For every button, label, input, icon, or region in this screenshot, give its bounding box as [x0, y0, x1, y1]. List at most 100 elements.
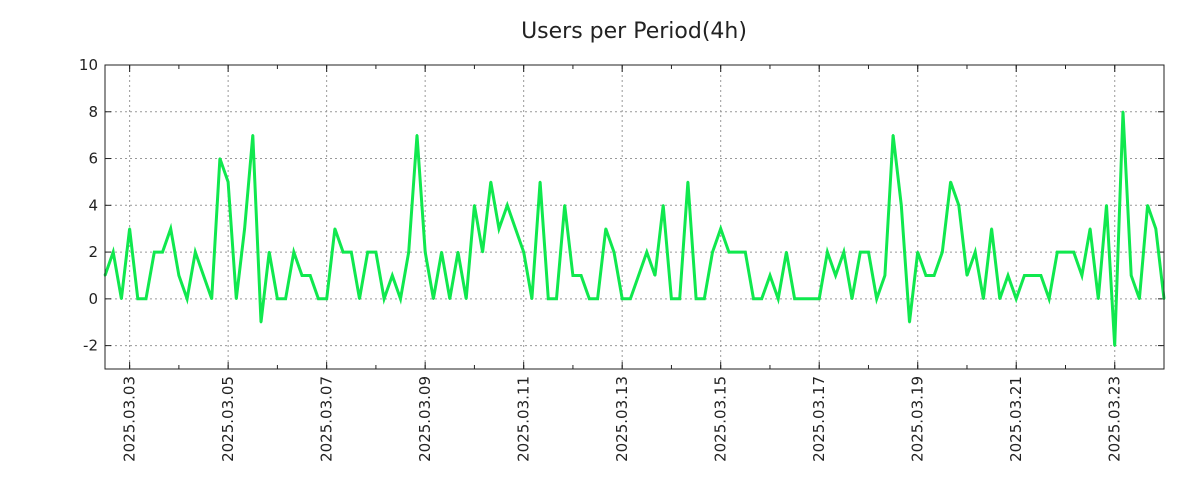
data-point — [226, 180, 230, 184]
x-tick-label: 2025.03.09 — [416, 376, 434, 462]
chart-title: Users per Period(4h) — [521, 19, 747, 44]
data-point — [177, 274, 181, 277]
data-point — [1006, 274, 1010, 277]
data-point — [645, 250, 649, 254]
data-point — [571, 274, 575, 277]
data-point — [267, 250, 271, 254]
data-point — [456, 250, 460, 254]
data-point — [465, 297, 468, 301]
data-point — [1088, 227, 1092, 230]
data-point — [210, 297, 213, 301]
data-point — [653, 274, 657, 277]
data-point — [481, 250, 484, 254]
data-point — [834, 274, 837, 277]
x-tick-label: 2025.03.05 — [219, 376, 237, 462]
data-point — [194, 250, 197, 254]
x-tick-label: 2025.03.07 — [318, 376, 336, 462]
data-point — [555, 297, 558, 301]
data-point — [875, 297, 878, 301]
x-tick-label: 2025.03.03 — [121, 376, 139, 462]
data-point — [818, 297, 821, 301]
y-tick-label: 0 — [88, 290, 98, 308]
x-tick-label: 2025.03.21 — [1007, 376, 1025, 462]
data-point — [1121, 110, 1125, 113]
data-point — [497, 227, 501, 230]
data-point — [1023, 274, 1026, 277]
data-point — [924, 274, 928, 277]
x-tick-label: 2025.03.11 — [515, 376, 533, 462]
data-point — [547, 297, 550, 301]
data-point — [317, 297, 320, 301]
data-point — [185, 297, 189, 301]
y-tick-label: 8 — [88, 103, 98, 121]
data-point — [949, 180, 952, 184]
data-point — [662, 204, 665, 207]
data-point — [202, 274, 205, 277]
data-point — [415, 133, 419, 137]
data-point — [120, 297, 123, 301]
data-point — [850, 297, 854, 301]
data-point — [990, 227, 993, 230]
data-point — [382, 297, 386, 301]
data-point — [703, 297, 706, 301]
data-point — [309, 274, 312, 277]
data-point — [867, 250, 870, 254]
data-point — [760, 297, 763, 301]
data-point — [259, 321, 263, 324]
data-point — [965, 274, 969, 277]
data-point — [514, 227, 517, 230]
data-point — [243, 227, 246, 230]
data-point — [1129, 274, 1133, 277]
data-point — [300, 274, 304, 277]
data-point — [941, 250, 944, 254]
data-point — [768, 274, 772, 277]
data-point — [998, 297, 1002, 301]
data-point — [161, 250, 164, 254]
data-point — [694, 297, 698, 301]
grid — [105, 64, 1164, 369]
x-tick-label: 2025.03.19 — [909, 376, 927, 462]
data-point — [776, 297, 780, 301]
data-point — [1146, 204, 1149, 207]
data-point — [1039, 274, 1043, 277]
data-point — [112, 250, 115, 254]
data-point — [432, 297, 435, 301]
data-point — [588, 297, 591, 301]
data-point — [169, 227, 172, 230]
data-point — [1015, 297, 1018, 301]
data-point — [801, 297, 804, 301]
data-point — [727, 250, 731, 254]
data-point — [809, 297, 813, 301]
data-point — [629, 297, 632, 301]
data-point — [637, 274, 640, 277]
data-point — [407, 250, 410, 254]
data-point — [374, 250, 378, 254]
data-point — [916, 250, 919, 254]
data-point — [785, 250, 788, 254]
data-point — [891, 133, 895, 137]
data-point — [604, 227, 607, 230]
data-point — [423, 250, 427, 254]
data-point — [136, 297, 140, 301]
data-point — [883, 274, 887, 277]
data-point — [908, 321, 911, 324]
data-point — [678, 297, 681, 301]
data-point — [399, 297, 402, 301]
data-point — [440, 250, 443, 254]
y-tick-label: -2 — [83, 337, 98, 355]
data-point — [1113, 344, 1116, 347]
data-point — [957, 204, 960, 207]
data-point — [235, 297, 238, 301]
data-point — [448, 297, 451, 301]
y-tick-label: 2 — [88, 243, 98, 261]
data-point — [1064, 250, 1067, 254]
data-point — [292, 250, 296, 254]
data-point — [153, 250, 156, 254]
data-point — [932, 274, 936, 277]
data-point — [563, 204, 566, 207]
data-point — [530, 297, 534, 301]
data-point — [842, 250, 846, 254]
data-point — [1080, 274, 1084, 277]
data-point — [522, 250, 525, 254]
y-tick-label: 10 — [79, 56, 98, 74]
